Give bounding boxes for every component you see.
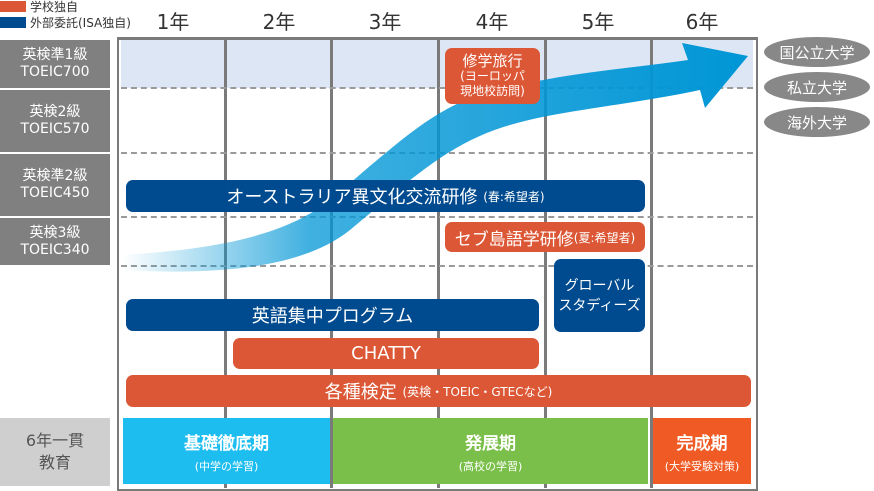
- australia-program-bar: オーストラリア異文化交流研修 (春:希望者): [126, 180, 645, 212]
- chatty-bar: CHATTY: [233, 338, 539, 369]
- phase-development: 発展期 (高校の学習): [333, 418, 648, 484]
- level-pre2: 英検準2級 TOEIC450: [0, 154, 110, 216]
- exams-bar: 各種検定 (英検・TOEIC・GTECなど): [126, 375, 751, 407]
- level-3: 英検3級 TOEIC340: [0, 218, 110, 265]
- level-divider: [121, 216, 753, 218]
- year-4: 4年: [475, 10, 509, 34]
- english-intensive-bar: 英語集中プログラム: [126, 299, 539, 331]
- six-year-label: 6年一貫 教育: [0, 418, 110, 486]
- grid-line: [437, 38, 440, 488]
- school-trip-bar: 修学旅行 (ヨーロッパ 現地校訪問): [445, 48, 540, 104]
- cebu-program-bar: セブ島語学研修 (夏:希望者): [445, 222, 645, 252]
- level-pre1: 英検準1級 TOEIC700: [0, 40, 110, 88]
- global-studies-bar: グローバル スタディーズ: [554, 259, 645, 332]
- phase-foundation: 基礎徹底期 (中学の学習): [123, 418, 330, 484]
- year-2: 2年: [262, 10, 296, 34]
- year-1: 1年: [156, 10, 190, 34]
- grid-line: [650, 38, 653, 488]
- legend-swatch-school: [0, 1, 26, 12]
- year-3: 3年: [368, 10, 402, 34]
- level-divider: [121, 265, 753, 267]
- legend-swatch-external: [0, 17, 26, 28]
- year-6: 6年: [685, 10, 719, 34]
- phase-completion: 完成期 (大学受験対策): [653, 418, 751, 484]
- level-2: 英検2級 TOEIC570: [0, 90, 110, 152]
- legend-external: 外部委託(ISA独自): [30, 16, 131, 30]
- destination-national: 国公立大学: [764, 37, 870, 67]
- grid-line: [330, 38, 333, 488]
- level-divider: [121, 87, 753, 89]
- destination-overseas: 海外大学: [764, 107, 870, 137]
- destination-private: 私立大学: [764, 72, 870, 102]
- legend-school: 学校独自: [30, 0, 79, 14]
- year-5: 5年: [581, 10, 615, 34]
- grid-line: [544, 38, 547, 488]
